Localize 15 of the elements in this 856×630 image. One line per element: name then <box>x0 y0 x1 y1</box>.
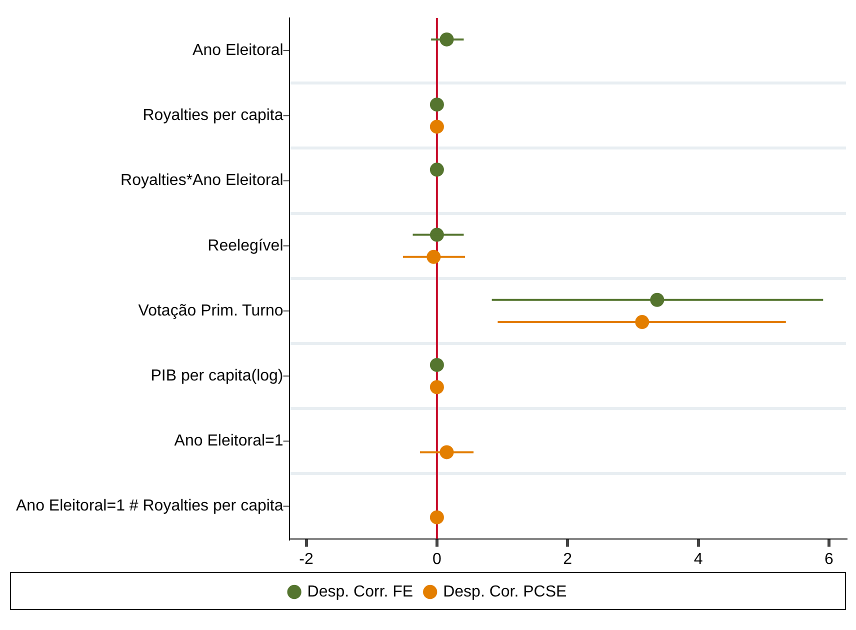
legend-label: Desp. Corr. FE <box>307 583 414 600</box>
y-tick-label: Ano Eleitoral=1 # Royalties per capita <box>16 498 284 515</box>
legend-label: Desp. Cor. PCSE <box>443 583 567 600</box>
x-tick-label: 0 <box>432 550 442 568</box>
y-tick-label: Reelegível <box>208 237 284 254</box>
y-tick-label: Royalties*Ano Eleitoral <box>120 172 284 190</box>
y-tick-label: Ano Eleitoral=1 <box>174 432 284 450</box>
y-tick-label: Royalties per capita <box>142 107 284 124</box>
y-tick-label: PIB per capita(log) <box>150 367 284 384</box>
y-tick-label: Votação Prim. Turno <box>138 302 284 320</box>
x-tick-label: 2 <box>563 550 572 568</box>
x-tick-label: 4 <box>694 550 703 568</box>
y-tick-label: Ano Eleitoral <box>192 42 284 59</box>
x-tick-label: 6 <box>824 550 834 568</box>
x-tick-label: -2 <box>299 550 314 568</box>
